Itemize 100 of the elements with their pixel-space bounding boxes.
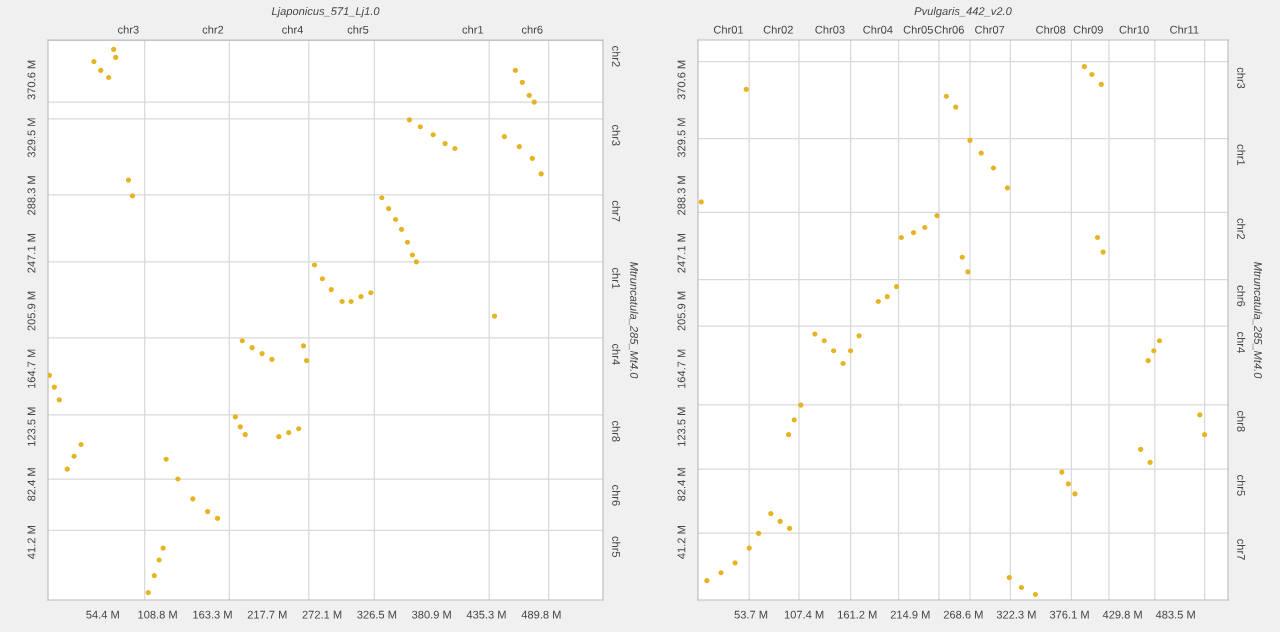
ref-line-label: Chr05 — [903, 25, 933, 34]
y2-axis-title: Mtruncatula_285_Mt4.0 — [628, 261, 639, 379]
point — [704, 578, 710, 584]
y-tick-label: 247.1 M — [27, 234, 36, 273]
ref-line-label: chr7 — [612, 200, 621, 222]
point — [847, 348, 854, 354]
point — [768, 510, 774, 517]
x-tick-label: 326.5 M — [357, 610, 397, 619]
ref-line-label: chr5 — [347, 25, 369, 34]
ref-line-label: chr7 — [1237, 539, 1246, 560]
y-tick-label: 82.4 M — [27, 468, 36, 501]
ref-line-label: chr6 — [612, 485, 621, 506]
point — [1151, 348, 1157, 354]
point — [743, 86, 749, 92]
y-tick-label: 205.9 M — [677, 291, 686, 331]
y-tick-label: 41.2 M — [677, 526, 686, 559]
point — [990, 165, 996, 171]
point — [1197, 412, 1203, 418]
ref-line-label: Chr06 — [934, 25, 964, 34]
x-tick-label: 107.4 M — [784, 610, 824, 619]
point — [732, 560, 738, 566]
y-tick-label: 329.5 M — [677, 118, 686, 158]
ref-line-label: chr3 — [612, 124, 621, 146]
x-tick-label: 217.7 M — [247, 610, 287, 619]
point — [1018, 584, 1025, 591]
ref-line-label: Chr02 — [763, 25, 793, 34]
point — [746, 545, 752, 551]
point — [798, 402, 804, 408]
ref-line-label: chr1 — [462, 25, 484, 34]
ref-line-label: chr1 — [1237, 144, 1246, 166]
point — [786, 525, 793, 532]
point — [777, 518, 783, 524]
point — [922, 224, 928, 231]
point — [718, 570, 724, 576]
point — [831, 348, 837, 354]
point — [1201, 432, 1208, 438]
ref-line-label: chr4 — [282, 25, 303, 34]
ref-line-label: chr3 — [1237, 67, 1246, 89]
point — [1098, 81, 1104, 87]
point — [967, 137, 973, 143]
ref-line-label: Chr01 — [713, 25, 744, 34]
y-tick-label: 329.5 M — [27, 118, 36, 158]
ref-line-label: Chr03 — [815, 25, 845, 34]
point — [698, 199, 704, 205]
ref-line-label: chr8 — [1237, 410, 1246, 432]
ref-line-label: Chr04 — [863, 25, 893, 34]
y-tick-label: 123.5 M — [677, 407, 686, 446]
point — [856, 333, 862, 339]
y2-axis-title: Mtruncatula_285_Mt4.0 — [1252, 261, 1263, 379]
x-tick-label: 163.3 M — [193, 610, 232, 619]
ref-line-label: Chr08 — [1036, 25, 1066, 34]
ref-line-label: chr2 — [1237, 218, 1246, 240]
point — [755, 530, 762, 536]
x-tick-label: 53.7 M — [734, 610, 768, 619]
ref-line-label: chr5 — [612, 536, 621, 558]
ref-line-label: chr8 — [612, 420, 621, 442]
x-tick-label: 268.6 M — [943, 610, 983, 619]
y-tick-label: 164.7 M — [27, 349, 36, 389]
ref-line-label: chr5 — [1237, 475, 1246, 496]
x-tick-label: 483.5 M — [1155, 610, 1195, 619]
x-tick-label: 322.3 M — [996, 610, 1036, 619]
x-tick-label: 429.8 M — [1102, 610, 1142, 619]
ref-line-label: Chr07 — [975, 25, 1005, 34]
point — [1004, 185, 1010, 191]
y-tick-label: 205.9 M — [27, 291, 36, 331]
x-tick-label: 161.2 M — [838, 610, 877, 619]
point — [1065, 481, 1071, 487]
y-tick-label: 288.3 M — [27, 176, 36, 215]
x-tick-label: 54.4 M — [86, 610, 119, 619]
point — [791, 417, 797, 423]
ref-line-label: chr2 — [612, 46, 621, 67]
point — [785, 432, 792, 438]
chart-title: Pvulgaris_442_v2.0 — [914, 6, 1012, 18]
point — [1089, 71, 1095, 78]
x-tick-label: 435.3 M — [466, 610, 506, 619]
point — [934, 212, 940, 219]
point — [1059, 469, 1065, 475]
x-tick-label: 380.9 M — [412, 610, 451, 619]
ref-line-label: chr6 — [1237, 285, 1246, 307]
point — [812, 331, 818, 337]
point — [875, 298, 881, 305]
x-tick-label: 108.8 M — [138, 610, 177, 619]
point — [1145, 357, 1151, 364]
point — [1006, 575, 1012, 581]
x-tick-label: 214.9 M — [890, 610, 930, 619]
ref-line-label: chr4 — [1237, 332, 1246, 353]
point — [1032, 591, 1039, 598]
x-tick-label: 376.1 M — [1049, 610, 1089, 619]
y-tick-label: 41.2 M — [27, 526, 36, 559]
point — [910, 229, 917, 236]
y-tick-label: 370.6 M — [27, 60, 36, 100]
point — [898, 234, 904, 241]
ref-line-label: chr4 — [612, 343, 621, 365]
point — [1081, 64, 1087, 70]
point — [1094, 234, 1101, 241]
x-tick-label: 489.8 M — [521, 610, 561, 619]
point — [978, 150, 984, 156]
ref-line-label: Chr11 — [1170, 25, 1199, 34]
point — [893, 284, 900, 290]
point — [953, 104, 959, 110]
